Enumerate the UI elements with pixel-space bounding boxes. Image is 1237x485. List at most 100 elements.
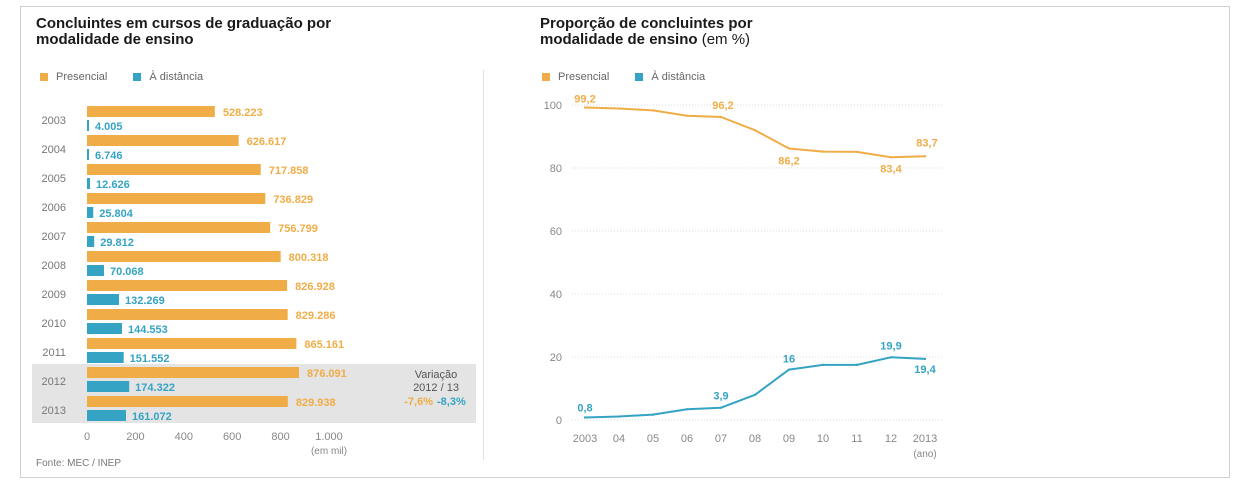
line-distancia: [584, 356, 926, 419]
bar-distancia: [87, 381, 130, 392]
point-distancia: [651, 413, 655, 416]
x-tick-label: 2003: [573, 433, 597, 445]
value-label-presencial: 829.938: [296, 397, 336, 409]
value-label-distancia: 144.553: [128, 324, 168, 336]
bar-presencial: [87, 193, 266, 204]
figure-frame: [20, 6, 1230, 478]
legend-label-presencial: Presencial: [56, 71, 108, 83]
value-label-presencial: 829.286: [296, 310, 336, 322]
year-label: 2012: [42, 376, 66, 388]
x-tick-label: 2013: [913, 433, 937, 445]
bar-distancia: [87, 352, 124, 363]
annotation-distancia: 0,8: [577, 402, 592, 414]
year-label: 2004: [42, 144, 66, 156]
bar-chart-title-line1: Concluintes em cursos de graduação por: [36, 15, 332, 32]
bar-distancia: [87, 410, 126, 421]
year-label: 2003: [42, 115, 66, 127]
point-distancia: [583, 416, 587, 419]
value-label-presencial: 736.829: [273, 194, 313, 206]
variation-label: Variação: [415, 369, 458, 381]
value-label-distancia: 70.068: [110, 266, 144, 278]
point-distancia: [685, 408, 689, 411]
value-label-presencial: 800.318: [289, 252, 329, 264]
year-label: 2005: [42, 173, 66, 185]
legend-item-distancia: À distância: [133, 71, 203, 83]
y-tick-label: 80: [550, 163, 562, 175]
x-tick-label: 04: [613, 433, 625, 445]
annotation-presencial: 99,2: [574, 94, 595, 106]
point-presencial: [719, 115, 723, 119]
bar-distancia: [87, 294, 120, 305]
line-chart-title-line2: modalidade de ensino: [540, 31, 698, 48]
variation-period: 2012 / 13: [413, 382, 459, 394]
legend-swatch-presencial: [40, 73, 48, 81]
value-label-presencial: 756.799: [278, 223, 318, 235]
value-label-presencial: 865.161: [304, 339, 344, 351]
x-tick-label: 1.000: [315, 431, 343, 443]
x-tick-label: 07: [715, 433, 727, 445]
x-tick-label: 11: [851, 433, 862, 445]
line-chart-title-line1: Proporção de concluintes por: [540, 15, 753, 32]
point-distancia: [923, 357, 927, 361]
x-tick-label: 09: [783, 433, 795, 445]
point-presencial: [923, 155, 927, 158]
x-tick-label: 05: [647, 433, 659, 445]
point-presencial: [583, 106, 587, 109]
point-distancia: [821, 363, 825, 367]
annotation-distancia: 16: [783, 354, 795, 366]
legend-swatch-distancia: [133, 73, 142, 81]
value-label-distancia: 161.072: [132, 411, 172, 423]
value-label-distancia: 29.812: [100, 237, 134, 249]
point-distancia: [617, 415, 621, 418]
bar-presencial: [87, 396, 288, 407]
point-presencial: [787, 147, 791, 150]
source-note: Fonte: MEC / INEP: [36, 458, 122, 469]
year-label: 2006: [42, 202, 66, 214]
line-presencial: [584, 106, 926, 159]
chart-divider: [483, 70, 484, 460]
bar-distancia: [87, 323, 122, 334]
annotation-presencial: 86,2: [778, 155, 799, 167]
annotation-distancia: 3,9: [713, 391, 728, 403]
line-chart-title: Proporção de concluintes por modalidade …: [540, 16, 753, 48]
legend-item-presencial: Presencial: [542, 71, 609, 83]
bar-distancia: [87, 207, 94, 218]
legend-label-presencial: Presencial: [558, 71, 610, 83]
bar-presencial: [87, 106, 215, 117]
value-label-presencial: 876.091: [307, 368, 347, 380]
bar-chart-title-line2: modalidade de ensino: [36, 31, 194, 48]
y-tick-label: 60: [550, 226, 562, 238]
bar-presencial: [87, 280, 288, 291]
bar-distancia: [87, 149, 89, 160]
value-label-presencial: 528.223: [223, 107, 263, 119]
bar-chart-legend: Presencial À distância: [40, 71, 229, 83]
bar-presencial: [87, 309, 288, 320]
point-presencial: [855, 150, 859, 154]
line-chart-legend: Presencial À distância: [542, 71, 731, 83]
value-label-distancia: 6.746: [95, 150, 123, 162]
bar-presencial: [87, 135, 239, 146]
variation-distancia: -8,3%: [437, 396, 466, 408]
point-presencial: [651, 109, 655, 112]
point-presencial: [889, 156, 893, 159]
bar-presencial: [87, 164, 261, 175]
bar-presencial: [87, 367, 300, 378]
legend-item-presencial: Presencial: [40, 71, 107, 83]
line-chart: 0 20 40 60 80 100 2003 04 05 06 07 08 09 10 11 12 2013 (a…: [544, 94, 942, 460]
annotation-presencial: 96,2: [712, 100, 733, 112]
value-label-presencial: 826.928: [295, 281, 335, 293]
x-tick-label: 08: [749, 433, 761, 445]
bar-presencial: [87, 338, 297, 349]
y-tick-label: 40: [550, 289, 562, 301]
point-distancia: [787, 368, 791, 371]
legend-swatch-presencial: [542, 73, 550, 81]
point-distancia: [719, 406, 723, 409]
legend-label-distancia: À distância: [651, 71, 706, 83]
point-distancia: [889, 356, 893, 359]
point-presencial: [617, 107, 621, 110]
annotation-presencial: 83,4: [880, 163, 902, 175]
year-label: 2009: [42, 289, 66, 301]
bar-distancia: [87, 265, 104, 276]
point-distancia: [855, 363, 859, 367]
value-label-distancia: 151.552: [130, 353, 170, 365]
